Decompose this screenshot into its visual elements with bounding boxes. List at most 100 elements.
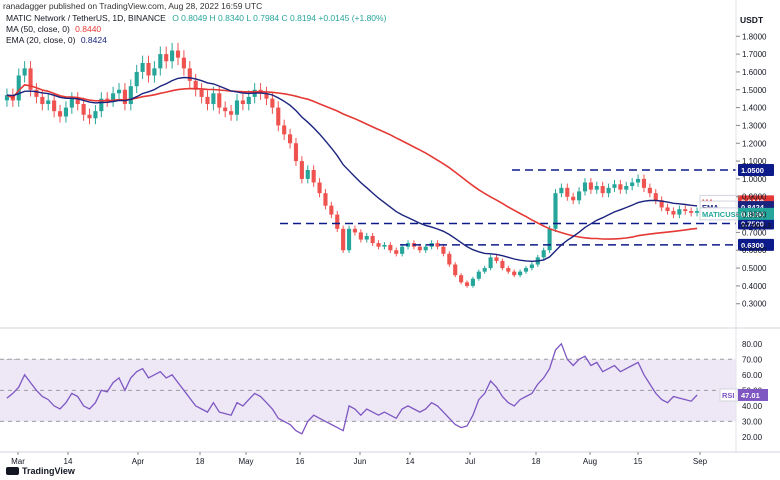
candle-body [199, 89, 204, 97]
candle-body [299, 161, 304, 179]
candle-body [158, 54, 163, 69]
candle-body [116, 89, 122, 94]
candle-body [234, 100, 240, 115]
candle-body [211, 93, 216, 105]
time-tick-label: 14 [64, 457, 73, 466]
candle-body [276, 107, 281, 126]
candle-body [494, 257, 499, 261]
price-tag-value: 0.8194 [741, 210, 765, 219]
ma-50-line [6, 84, 698, 240]
candle-body [694, 211, 700, 213]
candle-body [223, 107, 228, 112]
candle-body [659, 200, 664, 208]
time-tick-label: Sep [693, 457, 708, 466]
candle-body [193, 80, 198, 90]
candle-body [4, 95, 10, 101]
time-tick-label: 15 [634, 457, 643, 466]
candle-body [506, 268, 511, 272]
candle-body [482, 268, 487, 272]
level-tag [738, 164, 774, 176]
time-tick-label: Jun [354, 457, 367, 466]
candle-body [187, 68, 192, 81]
ema-value: 0.8424 [80, 35, 107, 45]
ma-value: 0.8440 [75, 24, 102, 34]
candle-body [217, 93, 222, 108]
price-tick-label: 0.3000 [742, 300, 767, 309]
candle-body [282, 125, 287, 135]
candle-body [93, 111, 98, 119]
candle-body [34, 89, 39, 97]
candle-body [641, 178, 647, 188]
rsi-line [6, 342, 698, 435]
time-tick-label: 16 [296, 457, 305, 466]
candle-body [683, 209, 688, 212]
candle-body [394, 250, 399, 254]
candle-body [400, 246, 405, 254]
price-tick-label: 1.2000 [742, 139, 767, 148]
candle-body [229, 111, 234, 115]
candle-body [128, 86, 133, 105]
candle-body [689, 211, 694, 213]
level-tag-label: 0.7500 [741, 219, 764, 228]
candle-body [311, 170, 316, 183]
candle-body [388, 244, 393, 251]
candle-body [423, 246, 428, 251]
candle-body [447, 253, 452, 265]
time-tick-label: Mar [11, 457, 25, 466]
candle-body [329, 205, 334, 215]
candle-body [559, 187, 564, 194]
publisher-line: ranadagger published on TradingView.com,… [3, 1, 263, 11]
price-tag-name: MATICUSDT [702, 210, 746, 219]
candle-body [612, 184, 617, 188]
price-tick-label: 0.6000 [742, 246, 767, 255]
price-tick-label: 1.8000 [742, 32, 767, 41]
candle-body [500, 260, 505, 269]
price-tick-label: 1.6000 [742, 68, 767, 77]
price-tick-label: 1.0000 [742, 175, 767, 184]
candle-body [518, 271, 523, 276]
tradingview-icon [6, 467, 19, 475]
candle-body [305, 170, 310, 179]
candle-body [164, 54, 169, 62]
candle-body [417, 246, 422, 251]
candle-body [358, 232, 363, 240]
candle-body [577, 191, 582, 201]
ma-legend: MA (50, close, 0) 0.8440 [6, 24, 101, 35]
candle-body [81, 104, 86, 115]
candle-body [111, 93, 116, 101]
rsi-tag-name: RSI [722, 391, 735, 400]
price-tag-value: 0.8424 [741, 203, 765, 212]
candle-body [270, 98, 275, 108]
level-tag [738, 238, 774, 251]
price-tick-label: 1.7000 [742, 50, 767, 59]
candle-body [541, 250, 546, 258]
candle-body [529, 264, 534, 269]
rsi-tick-label: 40.00 [742, 402, 763, 411]
time-tick-label: May [238, 457, 253, 466]
candle-body [364, 235, 369, 240]
candle-body [146, 63, 151, 76]
rsi-tick-label: 20.00 [742, 433, 763, 442]
candle-body [40, 96, 45, 105]
candle-body [647, 187, 652, 194]
candle-body [476, 271, 481, 279]
candle-body [405, 243, 411, 247]
candle-body [453, 264, 458, 276]
candle-body [636, 178, 641, 183]
level-tag-label: 1.0500 [741, 166, 764, 175]
candle-body [63, 107, 68, 117]
candle-body [22, 68, 27, 76]
ohlc-values: O 0.8049 H 0.8340 L 0.7984 C 0.8194 +0.0… [172, 13, 387, 23]
countdown-label: 07:00:13 [741, 221, 771, 230]
level-tag [738, 217, 774, 230]
ma-label: MA (50, close, 0) [6, 24, 70, 34]
candle-body [441, 246, 446, 254]
candle-body [653, 193, 658, 201]
tradingview-logo[interactable]: TradingView [6, 466, 75, 476]
time-tick-label: Aug [583, 457, 597, 466]
candle-body [52, 100, 57, 112]
candle-body [523, 268, 529, 272]
candle-body [352, 228, 358, 233]
ema-legend: EMA (20, close, 0) 0.8424 [6, 35, 107, 46]
